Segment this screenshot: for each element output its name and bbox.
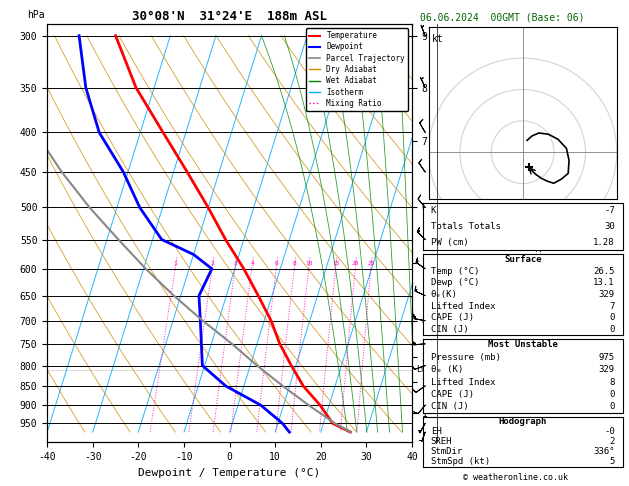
Text: kt: kt	[432, 34, 444, 44]
Text: hPa: hPa	[27, 10, 45, 20]
Text: SREH: SREH	[431, 437, 452, 446]
Text: CAPE (J): CAPE (J)	[431, 390, 474, 399]
Text: 8: 8	[292, 261, 296, 266]
Text: K: K	[431, 206, 436, 215]
Text: 2: 2	[211, 261, 214, 266]
Text: 3: 3	[233, 261, 237, 266]
Text: StmDir: StmDir	[431, 447, 463, 456]
Text: -7: -7	[604, 206, 615, 215]
Text: 336°: 336°	[593, 447, 615, 456]
Text: -0: -0	[604, 427, 615, 436]
Text: 329: 329	[599, 365, 615, 374]
Text: 329: 329	[599, 290, 615, 299]
Text: 4: 4	[250, 261, 254, 266]
Text: CIN (J): CIN (J)	[431, 325, 469, 334]
Text: Temp (°C): Temp (°C)	[431, 267, 479, 276]
Text: 0: 0	[610, 325, 615, 334]
Text: 8: 8	[610, 378, 615, 387]
Text: θₑ (K): θₑ (K)	[431, 365, 463, 374]
Text: Totals Totals: Totals Totals	[431, 222, 501, 231]
Text: 5: 5	[610, 457, 615, 466]
Text: 26.5: 26.5	[593, 267, 615, 276]
Text: CAPE (J): CAPE (J)	[431, 313, 474, 322]
Text: Mixing Ratio (g/kg): Mixing Ratio (g/kg)	[535, 207, 544, 302]
Text: PW (cm): PW (cm)	[431, 238, 469, 247]
Text: StmSpd (kt): StmSpd (kt)	[431, 457, 490, 466]
Y-axis label: km
ASL: km ASL	[429, 212, 447, 233]
Text: 30: 30	[604, 222, 615, 231]
Text: 6: 6	[275, 261, 279, 266]
Text: 1.28: 1.28	[593, 238, 615, 247]
Text: © weatheronline.co.uk: © weatheronline.co.uk	[464, 473, 568, 482]
X-axis label: Dewpoint / Temperature (°C): Dewpoint / Temperature (°C)	[138, 468, 321, 478]
Legend: Temperature, Dewpoint, Parcel Trajectory, Dry Adiabat, Wet Adiabat, Isotherm, Mi: Temperature, Dewpoint, Parcel Trajectory…	[306, 28, 408, 111]
Text: 2: 2	[610, 437, 615, 446]
Title: 30°08'N  31°24'E  188m ASL: 30°08'N 31°24'E 188m ASL	[132, 10, 327, 23]
Text: 25: 25	[367, 261, 375, 266]
Text: 10: 10	[305, 261, 313, 266]
Text: θₑ(K): θₑ(K)	[431, 290, 457, 299]
Text: 7: 7	[610, 302, 615, 311]
Text: 20: 20	[352, 261, 359, 266]
Text: Pressure (mb): Pressure (mb)	[431, 353, 501, 362]
Text: 13.1: 13.1	[593, 278, 615, 287]
Text: 15: 15	[332, 261, 340, 266]
Text: Lifted Index: Lifted Index	[431, 302, 495, 311]
Text: Lifted Index: Lifted Index	[431, 378, 495, 387]
Text: EH: EH	[431, 427, 442, 436]
Text: Hodograph: Hodograph	[499, 417, 547, 426]
Text: 975: 975	[599, 353, 615, 362]
Text: LCL: LCL	[416, 365, 431, 374]
Text: Surface: Surface	[504, 255, 542, 264]
Text: 0: 0	[610, 313, 615, 322]
Text: Most Unstable: Most Unstable	[487, 340, 558, 349]
Text: Dewp (°C): Dewp (°C)	[431, 278, 479, 287]
Text: CIN (J): CIN (J)	[431, 402, 469, 412]
Text: 06.06.2024  00GMT (Base: 06): 06.06.2024 00GMT (Base: 06)	[420, 12, 584, 22]
Text: 0: 0	[610, 402, 615, 412]
Text: 0: 0	[610, 390, 615, 399]
Text: 1: 1	[174, 261, 177, 266]
